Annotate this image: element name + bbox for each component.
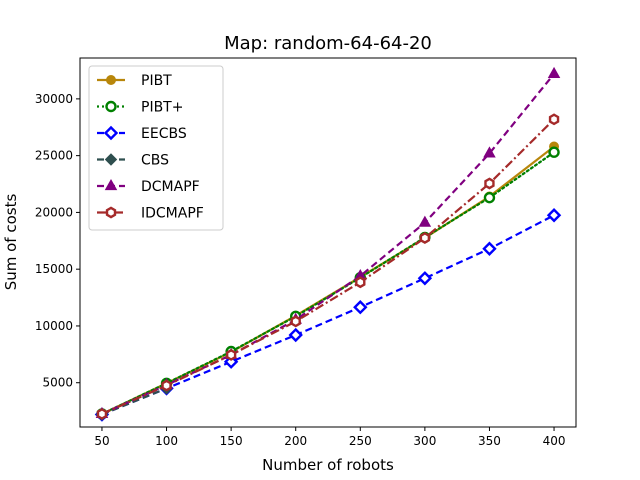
- data-point-eecbs: [288, 327, 303, 343]
- legend-label-pibt: PIBT: [141, 73, 172, 89]
- x-tick-label: 300: [413, 434, 436, 448]
- data-point-idcmapf: [225, 348, 237, 361]
- legend-entry-idcmapf: IDCMAPF: [97, 206, 204, 222]
- series-line-cbs: [101, 387, 167, 416]
- y-axis-label: Sum of costs: [2, 194, 20, 291]
- data-point-idcmapf: [484, 177, 495, 190]
- data-point-eecbs: [353, 300, 368, 315]
- legend-entry-pibt: PIBT+: [97, 100, 183, 116]
- legend-marker-cbs: [104, 153, 118, 166]
- data-point-dcmapf: [418, 215, 432, 227]
- y-tick-label: 10000: [35, 319, 73, 333]
- series-layer: [94, 66, 562, 422]
- x-tick-label: 150: [220, 434, 243, 448]
- legend-label-pibt: PIBT+: [141, 100, 183, 116]
- legend-entry-pibt: PIBT: [97, 73, 172, 89]
- x-tick-label: 250: [349, 434, 372, 448]
- plot-frame: [79, 57, 577, 428]
- x-axis: 50 100 150 200 250 300 350 400: [94, 427, 565, 448]
- x-tick-label: 350: [478, 434, 501, 448]
- y-tick-label: 20000: [35, 205, 73, 219]
- data-point-idcmapf: [290, 315, 301, 328]
- legend-marker-eecbs: [103, 125, 119, 141]
- x-tick-label: 50: [94, 434, 109, 448]
- data-point-eecbs: [482, 241, 497, 256]
- legend-label-eecbs: EECBS: [141, 126, 187, 142]
- legend-marker-pibt: [106, 75, 116, 85]
- legend-label-cbs: CBS: [141, 153, 169, 169]
- y-tick-label: 25000: [35, 149, 73, 163]
- legend-entry-dcmapf: DCMAPF: [97, 178, 200, 195]
- data-point-eecbs: [417, 271, 433, 286]
- x-tick-label: 100: [155, 434, 178, 448]
- y-axis: 5000 10000 15000 20000 25000 30000: [35, 92, 80, 390]
- data-point-pibt: [483, 191, 496, 204]
- chart-title: Map: random-64-64-20: [224, 33, 432, 54]
- data-point-idcmapf: [161, 379, 172, 392]
- series-idcmapf: [96, 113, 560, 420]
- data-point-dcmapf: [547, 66, 561, 78]
- x-tick-label: 400: [543, 434, 566, 448]
- x-tick-label: 200: [284, 434, 307, 448]
- data-point-idcmapf: [355, 276, 366, 289]
- data-point-dcmapf: [483, 146, 496, 158]
- data-point-pibt: [548, 146, 560, 158]
- legend-entry-cbs: CBS: [97, 153, 169, 169]
- y-tick-label: 5000: [42, 376, 73, 390]
- x-axis-label: Number of robots: [262, 456, 394, 474]
- legend: PIBT PIBT+ EECBS CBS DCMAPF IDCMAPF: [88, 65, 224, 231]
- legend-marker-dcmapf: [104, 178, 118, 191]
- series-line-dcmapf: [101, 73, 555, 415]
- y-tick-label: 15000: [35, 262, 73, 276]
- legend-label-idcmapf: IDCMAPF: [141, 206, 204, 222]
- data-point-eecbs: [546, 208, 562, 223]
- data-point-idcmapf: [548, 113, 560, 126]
- data-point-idcmapf: [96, 407, 108, 420]
- data-point-idcmapf: [419, 231, 431, 244]
- series-eecbs: [94, 208, 562, 422]
- legend-marker-pibt: [105, 100, 117, 113]
- legend-marker-idcmapf: [105, 206, 117, 219]
- series-line-eecbs: [101, 214, 555, 416]
- legend-label-dcmapf: DCMAPF: [141, 179, 200, 195]
- legend-entry-eecbs: EECBS: [97, 125, 187, 142]
- y-tick-label: 30000: [35, 92, 73, 106]
